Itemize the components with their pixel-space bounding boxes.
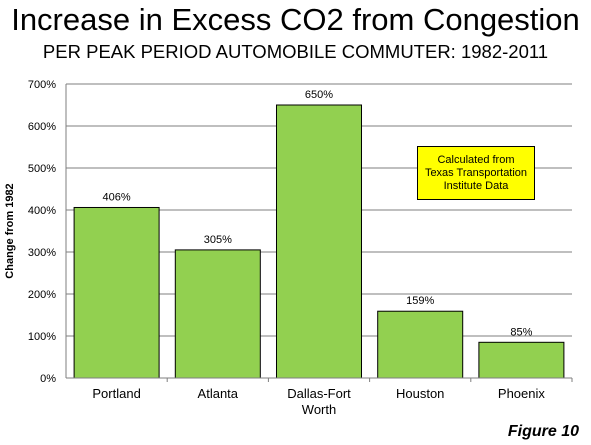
source-note-line-1: Calculated from (437, 153, 515, 166)
x-tick-label: Houston (396, 386, 444, 401)
y-tick-label: 500% (28, 163, 56, 175)
data-label: 406% (103, 191, 131, 203)
axes (65, 84, 573, 382)
x-tick-label: Worth (302, 402, 336, 417)
data-label: 305% (204, 234, 232, 246)
bar (174, 249, 261, 379)
y-tick-label: 300% (28, 247, 56, 259)
y-tick-label: 0% (40, 373, 56, 385)
y-tick-label: 200% (28, 289, 56, 301)
bar (73, 206, 160, 379)
chart-subtitle: PER PEAK PERIOD AUTOMOBILE COMMUTER: 198… (42, 41, 549, 62)
data-label: 85% (510, 326, 532, 338)
y-tick-label: 600% (28, 121, 56, 133)
chart-title: Increase in Excess CO2 from Congestion (11, 2, 580, 37)
bar (275, 104, 363, 379)
y-tick-label: 100% (28, 331, 56, 343)
y-tick-label: 700% (28, 79, 56, 91)
figure-label: Figure 10 (507, 423, 579, 440)
y-axis-title: Change from 1982 (4, 183, 16, 278)
data-label: 650% (305, 89, 333, 101)
source-note-line-2: Texas Transportation (424, 166, 528, 179)
y-tick-label: 400% (28, 205, 56, 217)
x-tick-label: Dallas-Fort (287, 386, 351, 401)
data-label: 159% (406, 295, 434, 307)
bar (377, 310, 464, 379)
labels: 0% 100% 200% 300% 400% 500% 600% 700% Change fro… (4, 79, 545, 417)
source-note-line-3: Institute Data (443, 179, 509, 192)
bars (73, 104, 565, 379)
x-tick-label: Atlanta (198, 386, 239, 401)
x-tick-label: Portland (92, 386, 140, 401)
bar (478, 341, 565, 379)
x-tick-label: Phoenix (498, 386, 545, 401)
source-note-box: Calculated from Texas Transportation Ins… (417, 146, 535, 200)
